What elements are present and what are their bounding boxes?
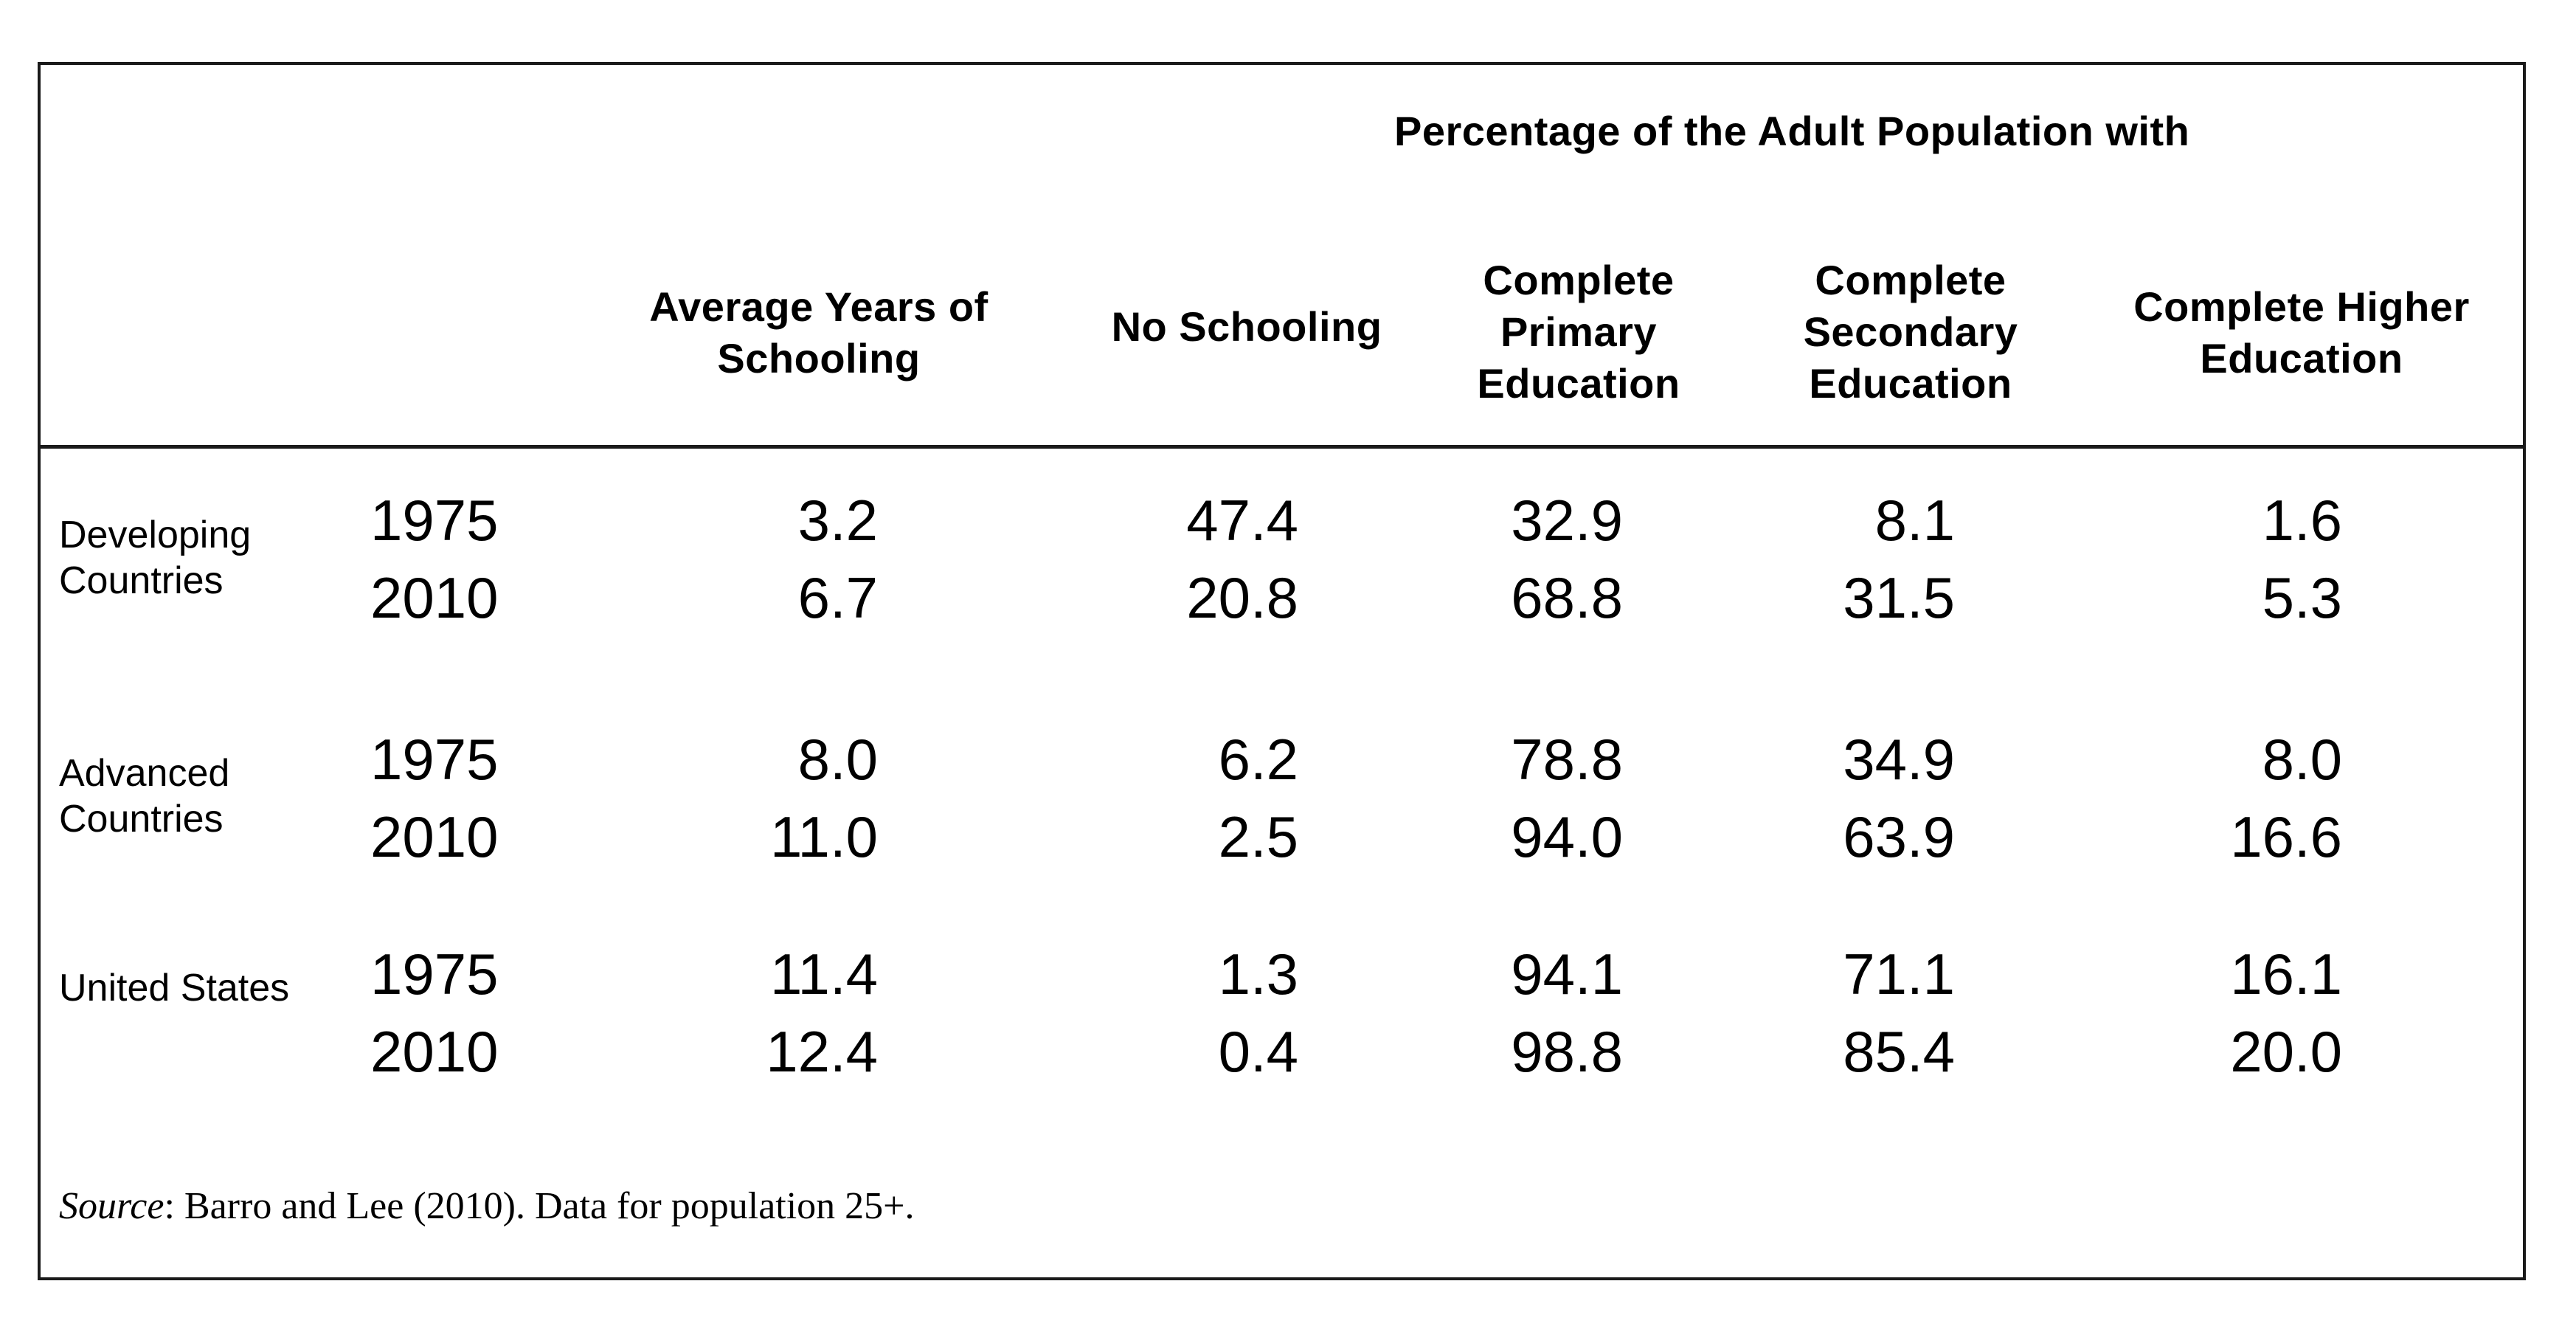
row-label-line: Countries [59, 798, 224, 840]
header-line: Complete [1483, 257, 1675, 303]
header-no-schooling: No Schooling [1084, 301, 1409, 353]
avg-years-cell: 8.0 [797, 727, 878, 792]
header-primary: Complete Primary Education [1438, 255, 1719, 410]
no-schooling-cell: 47.4 [1186, 488, 1298, 553]
source-text: : Barro and Lee (2010). Data for populat… [164, 1185, 915, 1227]
secondary-cell: 85.4 [1843, 1019, 1955, 1084]
higher-cell: 8.0 [2262, 727, 2342, 792]
no-schooling-cell: 2.5 [1218, 804, 1298, 869]
no-schooling-cell: 1.3 [1218, 942, 1298, 1007]
avg-years-cell: 6.7 [797, 565, 878, 630]
header-line: Average Years of [649, 283, 988, 330]
primary-cell: 94.0 [1511, 804, 1623, 869]
no-schooling-cell: 6.2 [1218, 727, 1298, 792]
higher-cell: 16.6 [2230, 804, 2342, 869]
primary-cell: 68.8 [1511, 565, 1623, 630]
primary-cell: 98.8 [1511, 1019, 1623, 1084]
row-label-line: United States [59, 967, 290, 1009]
header-secondary: Complete Secondary Education [1770, 255, 2051, 410]
row-label-united-states: United States [59, 965, 289, 1011]
avg-years-cell: 12.4 [766, 1019, 878, 1084]
primary-cell: 32.9 [1511, 488, 1623, 553]
primary-cell: 78.8 [1511, 727, 1623, 792]
header-rule [38, 445, 2526, 449]
header-average-years: Average Years of Schooling [634, 281, 1003, 384]
header-higher: Complete Higher Education [2102, 281, 2501, 384]
higher-cell: 1.6 [2262, 488, 2342, 553]
year-cell: 2010 [370, 804, 499, 869]
avg-years-cell: 3.2 [797, 488, 878, 553]
source-note: Source: Barro and Lee (2010). Data for p… [59, 1184, 915, 1229]
header-line: Education [2200, 335, 2403, 382]
avg-years-cell: 11.0 [769, 804, 878, 869]
secondary-cell: 63.9 [1843, 804, 1955, 869]
row-label-advanced: Advanced Countries [59, 750, 229, 842]
primary-cell: 94.1 [1511, 942, 1623, 1007]
header-line: Complete [1815, 257, 2007, 303]
table-frame [38, 62, 2526, 1280]
header-line: Schooling [717, 335, 921, 382]
higher-cell: 20.0 [2230, 1019, 2342, 1084]
year-cell: 2010 [370, 565, 499, 630]
header-line: Education [1809, 360, 2012, 407]
year-cell: 1975 [370, 727, 499, 792]
secondary-cell: 34.9 [1843, 727, 1955, 792]
header-line: Education [1477, 360, 1680, 407]
row-label-line: Developing [59, 514, 252, 556]
higher-cell: 16.1 [2230, 942, 2342, 1007]
year-cell: 1975 [370, 488, 499, 553]
secondary-cell: 31.5 [1843, 565, 1955, 630]
secondary-cell: 71.1 [1843, 942, 1955, 1007]
header-line: Secondary [1803, 308, 2018, 355]
secondary-cell: 8.1 [1874, 488, 1955, 553]
higher-cell: 5.3 [2262, 565, 2342, 630]
year-cell: 1975 [370, 942, 499, 1007]
column-group-header: Percentage of the Adult Population with [1394, 108, 2190, 154]
row-label-line: Advanced [59, 752, 230, 795]
header-line: Primary [1500, 308, 1658, 355]
row-label-line: Countries [59, 559, 224, 602]
source-label: Source [59, 1185, 165, 1227]
row-label-developing: Developing Countries [59, 512, 251, 604]
header-line: No Schooling [1111, 303, 1382, 350]
year-cell: 2010 [370, 1019, 499, 1084]
no-schooling-cell: 0.4 [1218, 1019, 1298, 1084]
header-line: Complete Higher [2133, 283, 2470, 330]
avg-years-cell: 11.4 [769, 942, 878, 1007]
no-schooling-cell: 20.8 [1186, 565, 1298, 630]
